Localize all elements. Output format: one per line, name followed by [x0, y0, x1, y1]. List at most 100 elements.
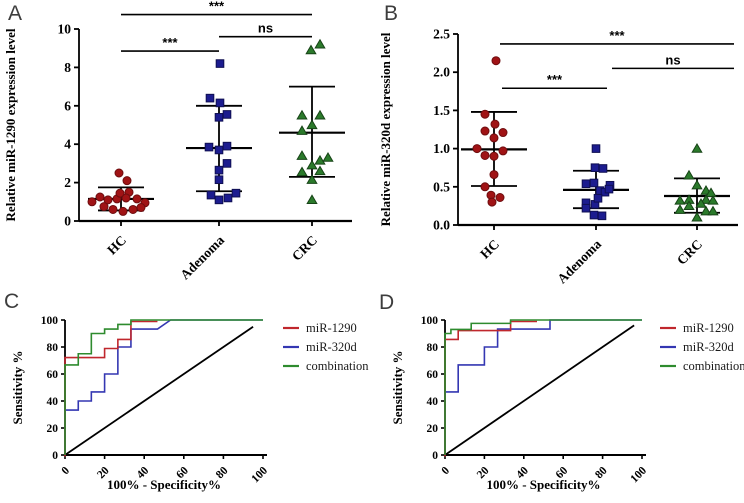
data-point — [132, 194, 142, 204]
data-point — [604, 184, 614, 194]
x-tick-label: 100 — [249, 464, 270, 485]
data-point — [691, 211, 703, 222]
y-tick-label: 0.5 — [433, 179, 450, 194]
reference-line — [444, 324, 635, 456]
data-point — [296, 125, 308, 135]
data-point — [114, 168, 124, 178]
data-point — [487, 197, 497, 207]
y-axis-label: Sensitivity % — [10, 350, 25, 424]
group-label: Adenoma — [177, 232, 227, 282]
data-point — [214, 175, 224, 185]
data-point — [581, 179, 591, 189]
y-tick-label: 40 — [427, 396, 439, 408]
x-tick-label: 0 — [60, 464, 73, 477]
legend-label-miR-320d: miR-320d — [306, 340, 357, 354]
data-point — [593, 193, 603, 203]
data-point — [108, 204, 118, 214]
legend-label-combination: combination — [683, 359, 744, 373]
y-tick-label: 0 — [432, 450, 438, 462]
panel-letter-a: A — [8, 2, 23, 25]
data-point — [118, 206, 128, 216]
data-point — [222, 141, 232, 151]
y-axis-label: Relative miR-1290 expression level — [3, 28, 18, 221]
data-point — [489, 151, 499, 161]
panel-a-scatter-chart: 0 2 4 6 8 10 Relative miR-1290 expression leve… — [3, 0, 352, 282]
significance-label: *** — [162, 35, 178, 50]
legend-label-combination: combination — [306, 359, 369, 373]
group-label: CRC — [674, 237, 705, 268]
group-label: HC — [477, 237, 502, 262]
x-tick-label: 100 — [628, 464, 649, 485]
data-point — [305, 44, 317, 55]
data-point — [498, 146, 508, 156]
data-point — [691, 179, 703, 190]
data-point — [674, 194, 686, 205]
data-point — [705, 187, 717, 198]
y-tick-label: 20 — [427, 423, 439, 435]
data-point — [489, 133, 499, 143]
y-tick-label: 2.5 — [433, 27, 450, 42]
significance-label: *** — [609, 28, 625, 43]
data-point — [122, 176, 132, 186]
legend-label-miR-320d: miR-320d — [683, 340, 734, 354]
data-point — [683, 169, 695, 180]
data-point — [707, 194, 719, 205]
y-tick-label: 10 — [58, 22, 72, 37]
data-point — [489, 170, 499, 180]
data-point — [205, 93, 215, 103]
data-point — [231, 188, 241, 198]
legend-label-miR-1290: miR-1290 — [306, 321, 357, 335]
data-point — [206, 190, 216, 200]
group-label: HC — [104, 233, 129, 258]
panel-letter-c: C — [4, 290, 20, 313]
data-point — [306, 194, 318, 204]
data-point — [95, 192, 105, 202]
data-point — [204, 142, 214, 152]
data-point — [314, 109, 326, 120]
y-tick-label: 80 — [427, 342, 439, 354]
data-point — [314, 154, 326, 165]
data-point — [495, 192, 505, 202]
x-axis-label: 100% - Specificity% — [486, 477, 600, 492]
data-point — [490, 119, 500, 129]
data-point — [598, 164, 608, 173]
y-tick-label: 1.5 — [433, 103, 450, 118]
y-tick-label: 1.0 — [433, 141, 450, 156]
significance-label: ns — [665, 52, 680, 67]
data-point — [590, 163, 600, 172]
data-point — [306, 174, 318, 184]
data-point — [214, 165, 224, 175]
x-axis-label: 100% - Specificity% — [107, 477, 221, 492]
data-point — [215, 98, 225, 108]
panel-letter-b: B — [384, 2, 399, 25]
reference-line — [64, 326, 254, 456]
group-label: CRC — [289, 233, 320, 264]
y-tick-label: 4 — [64, 137, 71, 152]
data-point — [491, 56, 501, 66]
data-point — [498, 128, 508, 138]
significance-label: ns — [258, 21, 273, 36]
y-tick-label: 0 — [52, 450, 58, 462]
data-point — [296, 109, 308, 120]
data-point — [314, 165, 326, 176]
y-tick-label: 8 — [64, 60, 71, 75]
data-point — [480, 126, 490, 136]
data-point — [306, 159, 318, 170]
y-tick-label: 6 — [64, 98, 71, 113]
data-point — [480, 182, 490, 192]
y-tick-label: 40 — [47, 396, 59, 408]
y-tick-label: 0 — [64, 214, 71, 229]
data-point — [695, 198, 707, 208]
roc-curve-miR-320d — [444, 319, 642, 455]
data-point — [214, 195, 224, 205]
data-point — [136, 203, 146, 213]
y-tick-label: 0.0 — [433, 218, 450, 233]
y-tick-label: 60 — [427, 369, 439, 381]
panel-letter-d: D — [379, 291, 395, 314]
data-point — [314, 38, 326, 49]
data-point — [480, 109, 490, 119]
y-axis-label: Sensitivity % — [390, 350, 405, 424]
